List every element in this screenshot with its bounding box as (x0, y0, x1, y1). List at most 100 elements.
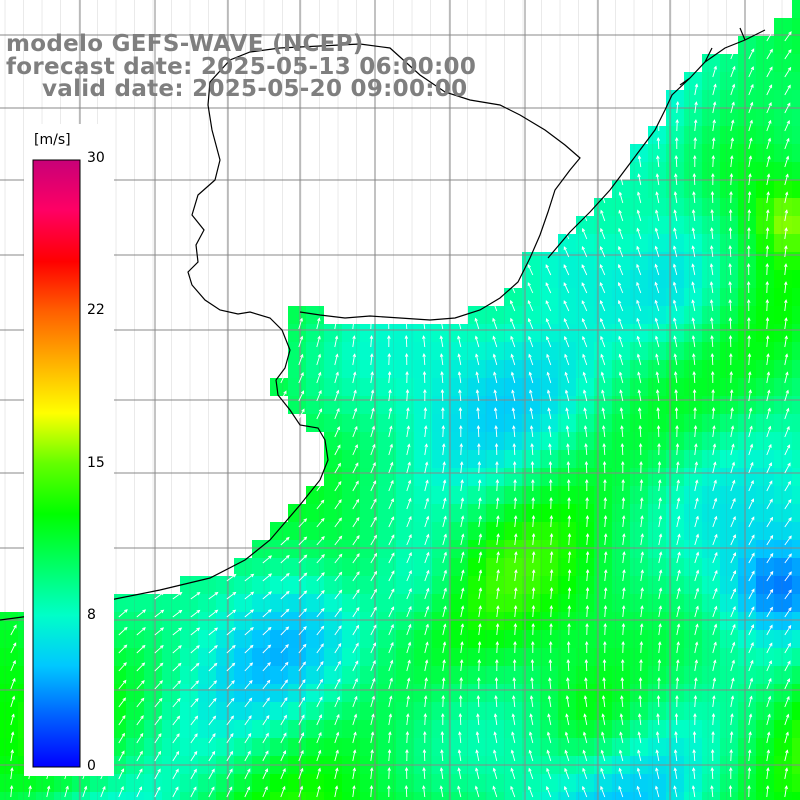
wind-arrow-head (658, 497, 662, 502)
wind-arrow-head (617, 263, 622, 268)
wind-arrow-head (603, 514, 608, 519)
wind-arrow-head (176, 733, 180, 737)
wind-arrow (582, 336, 588, 348)
wind-arrow-head (528, 335, 532, 340)
wind-arrow-head (673, 191, 678, 196)
wind-arrow-head (767, 137, 772, 142)
field-cell (468, 738, 486, 756)
wind-arrow (676, 606, 680, 618)
wind-arrow (316, 354, 321, 366)
field-cell (720, 522, 738, 540)
wind-arrow (710, 282, 714, 294)
wind-arrow (694, 642, 698, 654)
wind-arrow-head (302, 679, 306, 683)
wind-arrow-head (658, 641, 662, 646)
wind-arrow-head (549, 604, 554, 609)
field-cell (576, 792, 594, 800)
wind-arrow-head (654, 335, 659, 340)
wind-arrow-head (193, 786, 197, 791)
wind-arrow-head (767, 155, 771, 160)
wind-arrow-head (751, 570, 755, 575)
field-cell (144, 666, 162, 684)
wind-arrow-head (564, 767, 568, 772)
field-cell (270, 378, 288, 396)
wind-arrow (492, 318, 498, 330)
wind-arrow (208, 609, 218, 618)
field-cell (774, 378, 792, 396)
wind-arrow (10, 642, 17, 654)
wind-arrow-head (658, 551, 663, 556)
field-cell (432, 630, 450, 648)
field-cell (432, 522, 450, 540)
field-cell (576, 270, 594, 288)
wind-arrow-head (673, 749, 678, 754)
field-cell (576, 612, 594, 630)
wind-arrow-head (299, 785, 304, 790)
field-cell (774, 612, 792, 630)
field-cell (702, 342, 720, 360)
wind-arrow (639, 695, 642, 708)
wind-arrow (545, 264, 552, 276)
wind-arrow (476, 750, 480, 762)
wind-arrow (730, 48, 736, 60)
field-cell (450, 630, 468, 648)
wind-arrow-head (459, 424, 463, 429)
wind-arrow-head (496, 569, 500, 574)
field-cell (450, 738, 468, 756)
wind-arrow-head (765, 244, 770, 249)
field-cell (666, 144, 684, 162)
wind-arrow (563, 282, 570, 294)
wind-arrow-head (713, 65, 717, 70)
field-cell (612, 342, 630, 360)
wind-arrow (766, 499, 773, 510)
wind-arrow (316, 336, 321, 348)
field-cell (702, 126, 720, 144)
field-cell (486, 540, 504, 558)
wind-arrow (730, 462, 735, 474)
field-cell (522, 324, 540, 342)
wind-arrow (583, 390, 588, 402)
wind-arrow (784, 282, 787, 294)
wind-arrow-head (747, 208, 752, 213)
wind-arrow (334, 661, 341, 672)
colorbar-tick-30: 30 (87, 150, 105, 166)
wind-arrow-head (529, 407, 533, 412)
field-cell (684, 450, 702, 468)
field-cell (396, 666, 414, 684)
wind-arrow-head (711, 406, 716, 411)
wind-arrow (730, 371, 732, 384)
wind-arrow-head (620, 442, 625, 447)
wind-arrow (564, 750, 570, 762)
wind-arrow-head (372, 443, 376, 448)
wind-arrow-head (674, 713, 679, 717)
field-cell (324, 684, 342, 702)
field-cell (180, 738, 198, 756)
wind-arrow-head (388, 731, 392, 736)
wind-arrow-head (749, 443, 754, 448)
field-cell (630, 414, 648, 432)
wind-arrow-head (621, 515, 626, 520)
wind-arrow (584, 696, 588, 708)
field-cell (342, 360, 360, 378)
wind-arrow-head (618, 749, 623, 754)
field-cell (522, 432, 540, 450)
wind-arrow-head (426, 569, 430, 574)
field-cell (792, 252, 800, 270)
wind-arrow-head (369, 334, 374, 339)
wind-arrow-head (408, 569, 412, 574)
wind-arrow-head (711, 137, 716, 142)
wind-arrow (586, 533, 589, 546)
field-cell (666, 738, 684, 756)
wind-arrow-head (406, 695, 410, 700)
wind-arrow-head (478, 569, 483, 574)
field-cell (792, 666, 800, 684)
wind-arrow-head (751, 552, 755, 557)
wind-arrow (637, 336, 642, 348)
wind-arrow (637, 750, 642, 762)
wind-arrow (784, 210, 788, 222)
field-cell (576, 666, 594, 684)
wind-arrow-head (603, 587, 608, 591)
wind-arrow (766, 49, 773, 60)
wind-arrow-head (320, 481, 324, 486)
wind-arrow-head (175, 750, 180, 755)
